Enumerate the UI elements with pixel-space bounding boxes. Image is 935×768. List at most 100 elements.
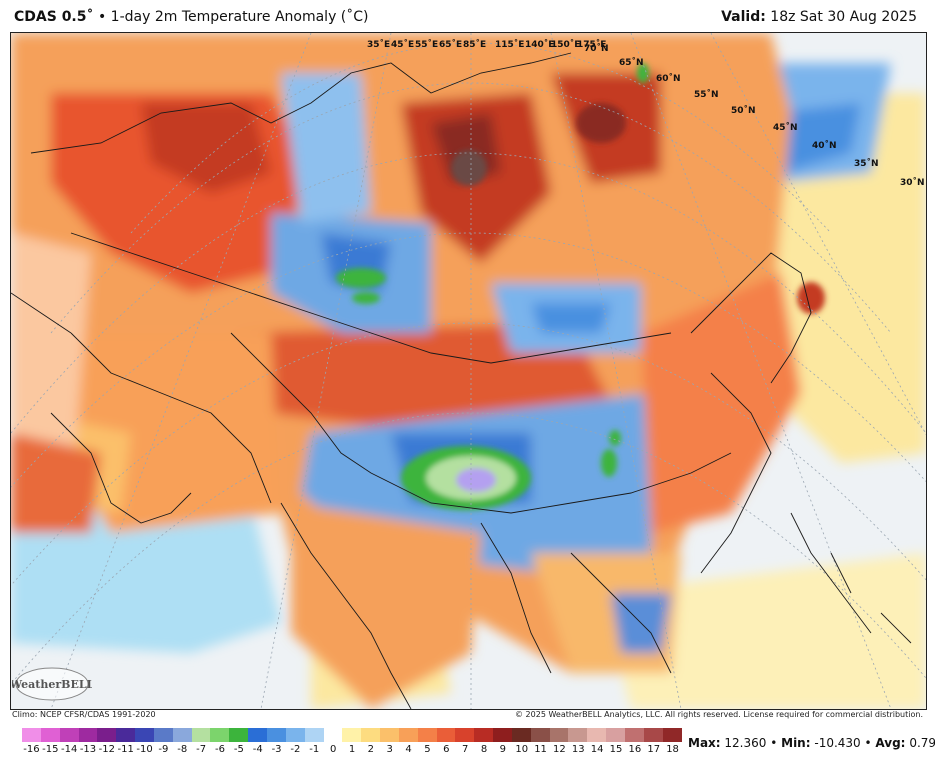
colorbar-tick-label: -9 (158, 744, 169, 755)
colorbar-tick-label: -11 (117, 744, 134, 755)
colorbar-swatch (493, 728, 512, 742)
colorbar-tick-label: -6 (215, 744, 225, 755)
max-value: 12.360 (724, 736, 767, 750)
colorbar-tick-label: 0 (329, 744, 337, 755)
colorbar-tick-label: 11 (534, 744, 547, 755)
colorbar-tick-label: -12 (98, 744, 116, 755)
colorbar-tick-label: 14 (590, 744, 604, 755)
colorbar-tick-label: -4 (252, 744, 263, 755)
min-label: Min: (781, 736, 811, 750)
colorbar-swatch (511, 728, 531, 742)
colorbar-tick-label: 13 (571, 744, 585, 755)
min-value: -10.430 (814, 736, 861, 750)
weatherbell-logo: WeatherBELL (9, 664, 95, 704)
borders (11, 52, 912, 709)
title-product: CDAS 0.5˚ (14, 9, 94, 25)
colorbar-swatch (625, 728, 644, 742)
meridian-label: 55˚E (415, 39, 438, 50)
meridian-label: 45˚E (391, 39, 414, 50)
colorbar-swatch (172, 728, 192, 742)
colorbar-tick-label: -7 (196, 744, 207, 755)
map-canvas: 35˚E 45˚E 55˚E 65˚E 85˚E 115˚E 140˚E 150… (11, 33, 926, 709)
parallel-label: 45˚N (773, 122, 798, 133)
colorbar-tick-label: 17 (647, 744, 661, 755)
climo-note: Climo: NCEP CFSR/CDAS 1991-2020 (12, 710, 156, 719)
colorbar-swatch (78, 728, 98, 742)
colorbar-labels: -16 -15 -14 -13 -12 -11 -10 -9 -8 -7 -6 -5 -4 -3 -2 -1 0… (22, 744, 682, 758)
parallel-label: 30˚N (900, 177, 925, 188)
colorbar-swatch (97, 728, 117, 742)
colorbar-swatch (304, 728, 324, 742)
colorbar: -16 -15 -14 -13 -12 -11 -10 -9 -8 -7 -6 -5 -4 -3 -2 -1 0… (22, 728, 682, 758)
header: CDAS 0.5˚ • 1-day 2m Temperature Anomaly… (0, 0, 935, 32)
colorbar-swatch (662, 728, 682, 742)
colorbar-tick-label: 18 (666, 744, 679, 755)
colorbar-tick-label: -1 (309, 744, 320, 755)
colorbar-swatch (530, 728, 550, 742)
colorbar-tick-label: 3 (386, 744, 393, 755)
title-description: • 1-day 2m Temperature Anomaly (˚C) (93, 9, 369, 25)
max-label: Max: (688, 736, 721, 750)
colorbar-tick-label: 16 (628, 744, 642, 755)
colorbar-swatch (587, 728, 607, 742)
colorbar-swatch (568, 728, 588, 742)
parallel-label: 40˚N (812, 140, 837, 151)
valid-time: Valid: 18z Sat 30 Aug 2025 (721, 9, 917, 25)
meridian-label: 150˚E (551, 39, 580, 50)
logo-text: WeatherBELL (12, 678, 92, 691)
colorbar-swatch (643, 728, 663, 742)
valid-value: 18z Sat 30 Aug 2025 (765, 9, 917, 25)
colorbar-swatch (323, 728, 343, 742)
parallel-label: 55˚N (694, 89, 719, 100)
colorbar-tick-label: 5 (424, 744, 431, 755)
map-title: CDAS 0.5˚ • 1-day 2m Temperature Anomaly… (14, 9, 369, 25)
colorbar-swatch (229, 728, 249, 742)
colorbar-tick-label: 6 (443, 744, 450, 755)
graticule (11, 33, 926, 709)
valid-label: Valid: (721, 9, 766, 25)
colorbar-tick-label: -14 (60, 744, 78, 755)
avg-value: 0.796 (909, 736, 935, 750)
colorbar-swatch (455, 728, 475, 742)
colorbar-swatch (398, 728, 418, 742)
graticule-labels: 35˚E 45˚E 55˚E 65˚E 85˚E 115˚E 140˚E 150… (367, 39, 925, 188)
colorbar-swatch (474, 728, 494, 742)
anomaly-map: 35˚E 45˚E 55˚E 65˚E 85˚E 115˚E 140˚E 150… (10, 32, 927, 710)
parallel-label: 50˚N (731, 105, 756, 116)
colorbar-swatch (59, 728, 79, 742)
colorbar-tick-label: 12 (553, 744, 566, 755)
colorbar-tick-label: -13 (79, 744, 97, 755)
colorbar-tick-label: -8 (177, 744, 188, 755)
meridian-label: 115˚E (495, 39, 524, 50)
colorbar-swatch (266, 728, 286, 742)
colorbar-tick-label: 2 (367, 744, 375, 755)
colorbar-swatch (549, 728, 569, 742)
parallel-label: 35˚N (854, 158, 879, 169)
colorbar-tick-label: -16 (23, 744, 40, 755)
colorbar-tick-label: -5 (233, 744, 244, 755)
parallel-label: 70˚N (584, 43, 609, 54)
colorbar-swatch (116, 728, 136, 742)
colorbar-swatch (135, 728, 154, 742)
colorbar-tick-label: 7 (461, 744, 469, 755)
meridian-label: 35˚E (367, 39, 390, 50)
colorbar-tick-label: -2 (290, 744, 301, 755)
colorbar-swatch (436, 728, 456, 742)
colorbar-swatch (40, 728, 60, 742)
stats-summary: Max: 12.360 • Min: -10.430 • Avg: 0.796 (688, 736, 935, 750)
meridian-label: 85˚E (463, 39, 486, 50)
anomaly-extremes (336, 63, 825, 510)
colorbar-swatch (191, 728, 211, 742)
colorbar-swatch (380, 728, 399, 742)
colorbar-swatch (361, 728, 381, 742)
copyright-note: © 2025 WeatherBELL Analytics, LLC. All r… (515, 710, 923, 719)
colorbar-tick-label: 9 (499, 744, 507, 755)
anomaly-field (11, 33, 926, 709)
colorbar-swatch (22, 728, 41, 742)
parallel-label: 65˚N (619, 57, 644, 68)
colorbar-tick-label: -10 (136, 744, 153, 755)
meridian-label: 175˚E (577, 39, 606, 50)
colorbar-swatches (22, 728, 682, 742)
meridian-label: 65˚E (439, 39, 462, 50)
avg-label: Avg: (875, 736, 906, 750)
